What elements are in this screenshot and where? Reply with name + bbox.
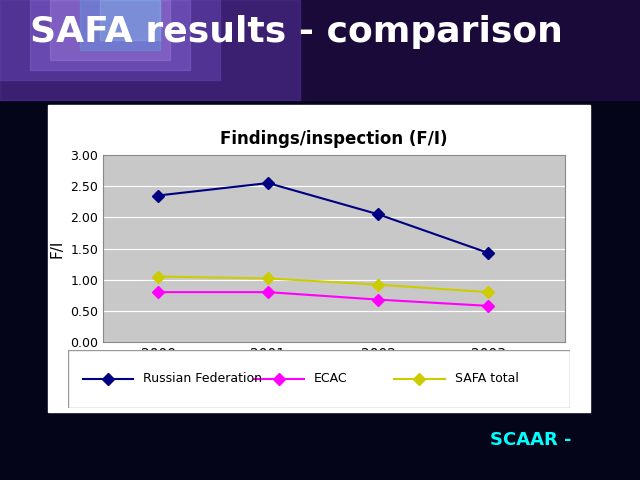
Bar — [30, 0, 190, 70]
Bar — [0, 0, 300, 100]
Russian Federation — [484, 250, 492, 256]
Text: SCAAR -: SCAAR - — [490, 431, 572, 449]
Line: SAFA total: SAFA total — [154, 272, 492, 296]
SAFA total — [154, 274, 162, 279]
Text: SAFA total: SAFA total — [454, 372, 518, 385]
ECAC — [484, 303, 492, 309]
ECAC — [154, 289, 162, 295]
SAFA total — [484, 289, 492, 295]
Text: ECAC: ECAC — [314, 372, 348, 385]
Line: ECAC: ECAC — [154, 288, 492, 310]
Bar — [100, 0, 160, 40]
SAFA total — [374, 282, 382, 288]
Russian Federation — [154, 192, 162, 198]
Text: SAFA results - comparison: SAFA results - comparison — [30, 15, 563, 49]
Bar — [50, 0, 170, 60]
ECAC — [264, 289, 272, 295]
Bar — [0, 0, 640, 100]
Bar — [0, 0, 220, 80]
Y-axis label: F/I: F/I — [49, 240, 65, 258]
Bar — [48, 105, 590, 412]
Bar — [80, 0, 160, 50]
Russian Federation — [264, 180, 272, 186]
Text: Russian Federation: Russian Federation — [143, 372, 262, 385]
Russian Federation — [374, 211, 382, 217]
ECAC — [374, 297, 382, 302]
Line: Russian Federation: Russian Federation — [154, 179, 492, 257]
SAFA total — [264, 276, 272, 281]
Title: Findings/inspection (F/I): Findings/inspection (F/I) — [220, 130, 448, 148]
